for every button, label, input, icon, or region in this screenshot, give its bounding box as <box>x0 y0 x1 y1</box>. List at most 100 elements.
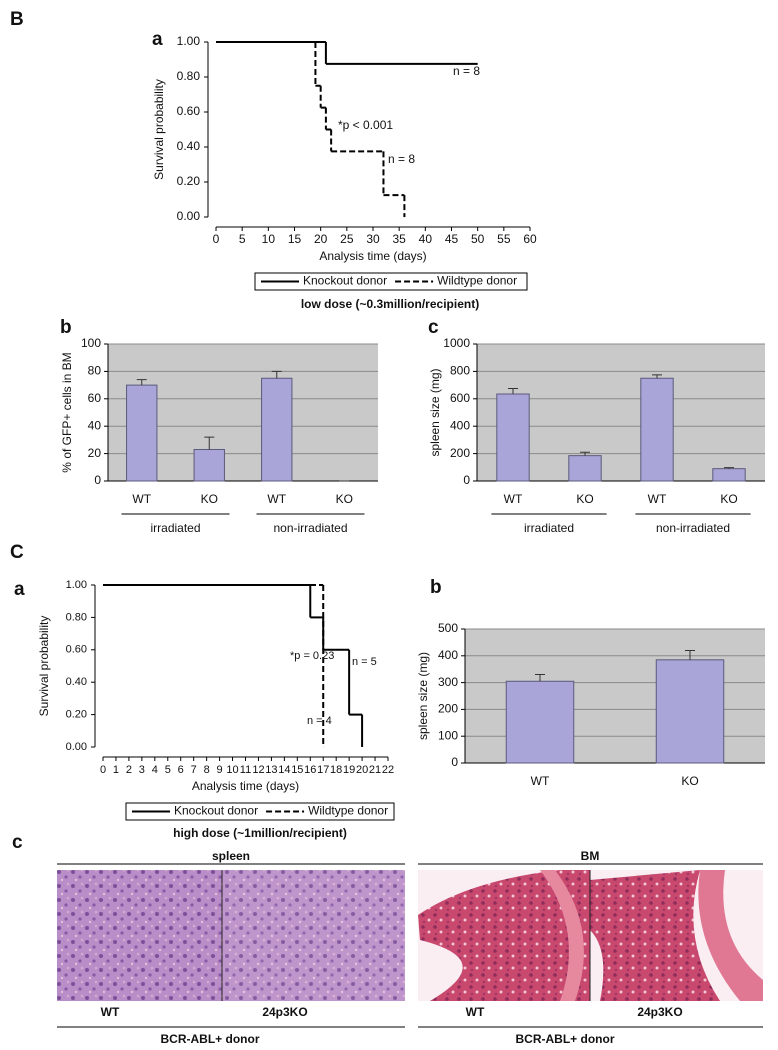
y-tick-label: 60 <box>88 391 102 405</box>
x-tick-label: WT <box>504 492 523 506</box>
histology-caption: BCR-ABL+ donor <box>161 1032 260 1046</box>
histology-label: WT <box>101 1005 120 1019</box>
panel-label: a <box>152 29 163 50</box>
y-tick-label: 1.00 <box>177 34 201 48</box>
x-tick-label: 55 <box>497 232 511 246</box>
x-tick-label: 2 <box>126 764 132 776</box>
bar <box>126 384 158 482</box>
y-tick-label: 80 <box>88 364 102 378</box>
x-tick-label: WT <box>267 492 286 506</box>
group-label: irradiated <box>524 521 574 535</box>
y-axis-title: Survival probability <box>152 79 166 180</box>
legend-label: Wildtype donor <box>437 274 517 288</box>
x-tick-label: 30 <box>366 232 380 246</box>
panel-label: a <box>14 579 25 600</box>
x-tick-label: WT <box>531 774 550 788</box>
y-tick-label: 300 <box>438 675 458 689</box>
error-bar <box>535 674 545 682</box>
x-tick-label: 19 <box>343 764 355 776</box>
y-tick-label: 800 <box>450 364 470 378</box>
group-label: non-irradiated <box>273 521 347 535</box>
error-bar <box>136 379 147 386</box>
x-tick-label: 5 <box>165 764 171 776</box>
x-tick-label: 10 <box>262 232 276 246</box>
y-tick-label: 100 <box>81 336 101 350</box>
annotation: *p = 0.23 <box>290 650 334 662</box>
x-tick-label: 3 <box>139 764 145 776</box>
y-tick-label: 0 <box>463 473 470 487</box>
y-tick-label: 40 <box>88 418 102 432</box>
x-tick-label: 10 <box>226 764 238 776</box>
x-axis-title: Analysis time (days) <box>319 249 426 263</box>
y-tick-label: 1.00 <box>66 579 87 591</box>
y-tick-label: 0.40 <box>66 676 87 688</box>
x-axis-title: Analysis time (days) <box>192 779 299 793</box>
y-axis-title: Survival probability <box>37 616 51 717</box>
section-label: B <box>10 9 24 30</box>
error-bar <box>204 436 215 450</box>
x-tick-label: 11 <box>240 764 251 776</box>
histology-title: spleen <box>212 849 250 863</box>
histology-image <box>57 870 222 1001</box>
y-tick-label: 1000 <box>443 336 470 350</box>
y-tick-label: 0.40 <box>177 139 201 153</box>
error-bar <box>508 388 518 395</box>
x-tick-label: 4 <box>152 764 158 776</box>
annotation: n = 8 <box>388 152 415 166</box>
x-tick-label: 0 <box>213 232 220 246</box>
x-tick-label: 6 <box>178 764 184 776</box>
y-tick-label: 0.00 <box>177 209 201 223</box>
legend-box <box>254 272 528 291</box>
histology-title: BM <box>581 849 600 863</box>
x-tick-label: 22 <box>382 764 394 776</box>
x-tick-label: 50 <box>471 232 485 246</box>
histology-tissue <box>418 870 590 1001</box>
y-tick-label: 400 <box>450 418 470 432</box>
x-tick-label: 18 <box>330 764 342 776</box>
y-tick-label: 600 <box>450 391 470 405</box>
legend-label: Knockout donor <box>303 274 387 288</box>
section-label: C <box>10 542 24 563</box>
x-tick-label: 7 <box>191 764 197 776</box>
error-bar <box>652 374 662 379</box>
panel-label: b <box>430 577 442 598</box>
y-tick-label: 0.20 <box>177 174 201 188</box>
bar <box>712 468 746 482</box>
y-tick-label: 0.80 <box>66 611 87 623</box>
bar <box>640 377 674 482</box>
error-bar <box>724 467 734 469</box>
legend-box <box>125 802 395 821</box>
y-tick-label: 0.20 <box>66 709 87 721</box>
x-tick-label: 14 <box>278 764 290 776</box>
x-tick-label: 15 <box>291 764 303 776</box>
x-tick-label: 15 <box>288 232 302 246</box>
histology-caption: BCR-ABL+ donor <box>516 1032 615 1046</box>
y-tick-label: 100 <box>438 728 458 742</box>
y-axis-title: spleen size (mg) <box>416 652 430 740</box>
error-bar <box>580 451 590 456</box>
bar <box>655 659 725 764</box>
bar <box>568 455 602 482</box>
x-tick-label: 1 <box>113 764 119 776</box>
y-tick-label: 0.80 <box>177 69 201 83</box>
histology-label: WT <box>466 1005 485 1019</box>
y-tick-label: 200 <box>450 446 470 460</box>
x-tick-label: 21 <box>369 764 381 776</box>
panel-label: c <box>428 317 439 338</box>
y-tick-label: 500 <box>438 621 458 635</box>
histology-label: 24p3KO <box>262 1005 307 1019</box>
annotation: n = 4 <box>307 715 332 727</box>
legend-label: Wildtype donor <box>308 804 388 818</box>
histology-bone <box>540 870 584 1001</box>
x-tick-label: 0 <box>100 764 106 776</box>
x-tick-label: 12 <box>252 764 264 776</box>
group-label: irradiated <box>150 521 200 535</box>
y-tick-label: 0 <box>94 473 101 487</box>
x-tick-label: KO <box>576 492 593 506</box>
bar <box>261 377 293 482</box>
annotation: n = 5 <box>352 656 377 668</box>
x-tick-label: 40 <box>419 232 433 246</box>
x-tick-label: 17 <box>317 764 329 776</box>
y-tick-label: 0 <box>451 755 458 769</box>
